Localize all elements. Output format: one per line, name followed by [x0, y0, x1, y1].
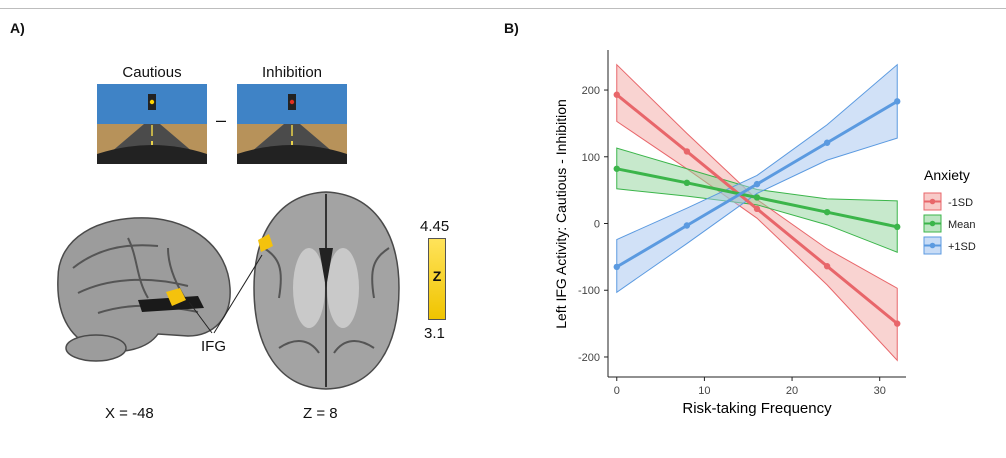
x-tick-label: 30 — [874, 385, 886, 397]
data-point-Mean — [753, 194, 761, 201]
yellow-light-icon — [149, 99, 155, 105]
legend-label--1SD: -1SD — [948, 197, 973, 209]
y-ticks: -200 -100 0 100 200 — [578, 85, 608, 364]
y-tick-label: 200 — [582, 85, 600, 97]
sagittal-coordinate: X = -48 — [105, 405, 154, 422]
legend-title: Anxiety — [924, 167, 970, 183]
z-colorbar — [428, 238, 446, 320]
top-divider — [0, 8, 1006, 9]
data-point--1SD — [683, 148, 691, 155]
ifg-label: IFG — [201, 338, 226, 355]
legend-dot--1SD — [929, 198, 936, 205]
ifg-activation-sagittal — [166, 288, 186, 306]
axial-brain-image — [253, 191, 400, 390]
panel-a-label: A) — [10, 20, 25, 36]
y-tick-label: -100 — [578, 285, 600, 297]
cautious-label: Cautious — [122, 64, 182, 81]
ifg-activation-axial — [258, 234, 273, 252]
data-point-+1SD — [683, 222, 691, 229]
axial-coordinate: Z = 8 — [303, 405, 338, 422]
data-point--1SD — [823, 263, 831, 270]
y-tick-label: 100 — [582, 152, 600, 164]
legend-label-Mean: Mean — [948, 219, 976, 231]
x-tick-label: 10 — [698, 385, 710, 397]
y-tick-label: -200 — [578, 352, 600, 364]
colorbar-min-label: 3.1 — [424, 325, 445, 342]
confidence-bands — [616, 63, 898, 362]
panel-b-label: B) — [504, 20, 519, 36]
minus-sign: – — [216, 110, 227, 130]
y-axis-label: Left IFG Activity: Cautious - Inhibition — [553, 99, 569, 329]
data-point--1SD — [613, 91, 620, 98]
sagittal-brain-image — [57, 217, 231, 362]
red-light-icon — [289, 99, 295, 105]
ci-band--1SD — [616, 63, 898, 362]
data-point-+1SD — [753, 180, 761, 188]
data-point-+1SD — [894, 98, 901, 105]
data-point--1SD — [894, 320, 901, 327]
data-point-+1SD — [823, 139, 831, 146]
legend-label-+1SD: +1SD — [948, 241, 976, 253]
data-point-Mean — [823, 208, 831, 216]
colorbar-stat-label: Z — [432, 268, 442, 284]
data-point--1SD — [753, 205, 761, 213]
data-point-+1SD — [613, 263, 620, 271]
ci-band-+1SD — [616, 63, 898, 294]
series-points — [613, 91, 901, 327]
cautious-stimulus-image — [97, 84, 207, 164]
x-ticks: 0 10 20 30 — [614, 377, 886, 397]
data-point-Mean — [683, 179, 691, 187]
legend: -1SD Mean +1SD — [923, 192, 976, 255]
x-tick-label: 20 — [786, 385, 798, 397]
x-tick-label: 0 — [614, 385, 620, 397]
legend-dot-Mean — [929, 220, 936, 227]
colorbar-max-label: 4.45 — [420, 218, 450, 235]
legend-dot-+1SD — [929, 242, 936, 249]
x-axis-label: Risk-taking Frequency — [682, 400, 832, 417]
inhibition-label: Inhibition — [261, 64, 323, 81]
data-point-Mean — [894, 223, 901, 231]
data-point-Mean — [613, 165, 620, 172]
y-tick-label: 0 — [594, 219, 600, 231]
inhibition-stimulus-image — [237, 84, 347, 164]
